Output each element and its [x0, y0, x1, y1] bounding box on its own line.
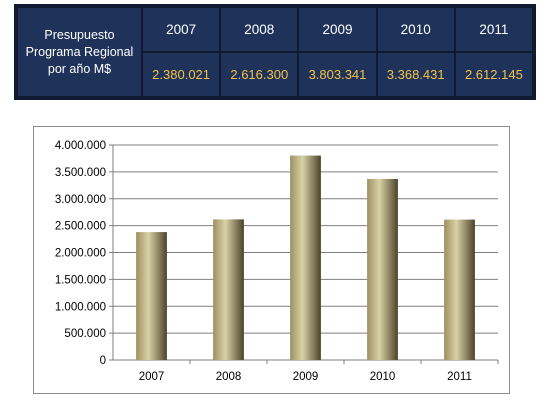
amount-cell-2011: 2.612.145	[454, 52, 533, 97]
y-tick-label: 4.000.000	[55, 140, 106, 152]
row-header-line-2: Programa Regional	[25, 44, 134, 59]
x-tick-label-2010: 2010	[370, 371, 396, 383]
y-tick-label: 3.500.000	[55, 167, 106, 179]
amount-cell-2008: 2.616.300	[220, 52, 299, 97]
y-tick-label: 2.500.000	[55, 221, 106, 233]
budget-summary-table: Presupuesto Programa Regional por año M$…	[14, 4, 536, 100]
y-tick-label: 1.000.000	[55, 301, 106, 313]
row-header-cell: Presupuesto Programa Regional por año M$	[17, 7, 142, 97]
x-tick-label-2011: 2011	[447, 371, 472, 383]
year-header-2011: 2011	[454, 7, 533, 52]
row-header-line-1: Presupuesto	[44, 27, 115, 42]
bar-2008	[213, 219, 244, 360]
bar-chart-svg: 0 500.000 1.000.000 1.500.000 2.000.000 2.500…	[55, 140, 499, 383]
amount-cell-2010: 3.368.431	[376, 52, 455, 97]
bar-2007	[136, 232, 167, 360]
y-tick-label: 2.000.000	[55, 248, 106, 260]
bar-2009	[290, 155, 321, 360]
y-tick-label: 1.500.000	[55, 274, 106, 286]
bar-2010	[367, 178, 398, 360]
y-tick-label: 3.000.000	[55, 194, 106, 206]
year-header-2009: 2009	[298, 7, 377, 52]
y-tick-label: 0	[100, 355, 106, 367]
year-header-2010: 2010	[376, 7, 455, 52]
x-tick-label-2009: 2009	[293, 371, 319, 383]
y-tick-label: 500.000	[64, 328, 106, 340]
bar-chart: 0 500.000 1.000.000 1.500.000 2.000.000 2.500…	[33, 126, 510, 394]
amount-cell-2009: 3.803.341	[298, 52, 377, 97]
bar-2011	[444, 219, 475, 360]
amount-cell-2007: 2.380.021	[142, 52, 221, 97]
x-tick-label-2007: 2007	[139, 371, 165, 383]
year-header-2008: 2008	[220, 7, 299, 52]
x-tick-label-2008: 2008	[216, 371, 242, 383]
year-header-2007: 2007	[142, 7, 221, 52]
row-header-line-3: por año M$	[47, 61, 112, 76]
